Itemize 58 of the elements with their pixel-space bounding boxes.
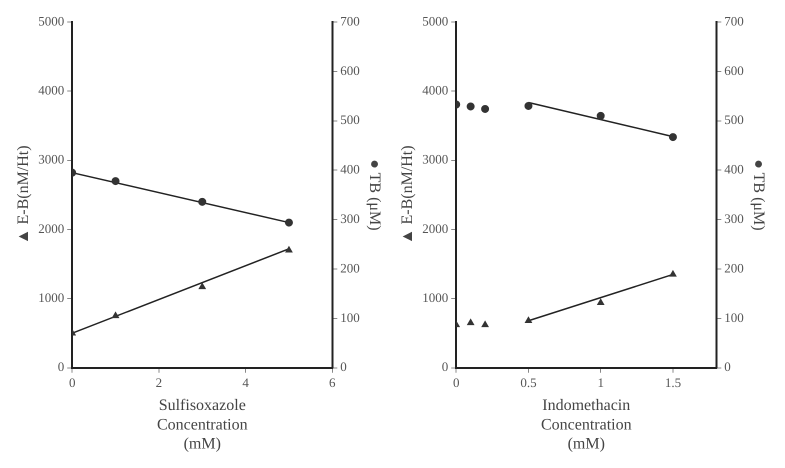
x-tick-label: 2 (156, 375, 162, 390)
point (596, 112, 605, 120)
y2-tick-label: 500 (724, 112, 744, 128)
y-tick-label: 4000 (422, 82, 448, 98)
y2-tick-label: 300 (724, 211, 744, 226)
point (524, 316, 532, 324)
y2-axis-title: ● TB (μM) (750, 159, 768, 231)
y-tick-label: 0 (58, 359, 64, 374)
x-tick-label: 1.5 (664, 375, 682, 390)
point (284, 218, 293, 227)
point (112, 312, 120, 318)
y-tick-label: 3000 (422, 152, 448, 167)
y2-tick-label: 300 (340, 211, 360, 226)
point (285, 246, 292, 252)
point (669, 270, 676, 277)
point (198, 282, 206, 290)
x-axis-title: Indomethacin Concentration (mM) (540, 397, 632, 453)
y-tick-label: 0 (442, 359, 448, 374)
y2-tick-label: 100 (340, 310, 360, 325)
y-tick-label: 5000 (422, 13, 448, 28)
x-tick-label: 0.5 (520, 375, 537, 390)
x-tick-label: 0 (68, 375, 76, 390)
point (482, 320, 489, 328)
point (481, 104, 490, 113)
y-tick-label: 2000 (38, 220, 64, 236)
y2-tick-label: 700 (340, 13, 360, 28)
y2-tick-label: 0 (724, 359, 731, 374)
y2-tick-label: 600 (724, 62, 744, 78)
x-axis-title: Sulfisoxazole Concentration (mM) (156, 397, 248, 453)
point (668, 133, 677, 142)
y2-axis-title: ● TB (μM) (366, 159, 384, 231)
point (467, 318, 474, 326)
x-tick-label: 0 (452, 375, 460, 390)
y-axis-title: ▲ E-B(nM/Ht) (398, 145, 416, 244)
x-tick-label: 1 (597, 375, 604, 390)
y2-tick-label: 400 (340, 162, 360, 177)
point (466, 102, 475, 110)
y-tick-label: 4000 (38, 82, 64, 98)
y2-tick-label: 700 (724, 13, 744, 28)
y-tick-label: 1000 (422, 290, 448, 306)
y2-tick-label: 500 (340, 112, 360, 128)
y2-tick-label: 100 (724, 310, 744, 325)
point (198, 198, 206, 206)
y-tick-label: 5000 (38, 13, 64, 28)
y-tick-label: 1000 (38, 290, 64, 306)
y2-tick-label: 600 (340, 62, 360, 78)
point (597, 298, 604, 306)
point (524, 102, 532, 110)
point (112, 177, 120, 186)
y2-tick-label: 200 (340, 260, 360, 276)
x-tick-label: 6 (329, 375, 336, 390)
y-axis-title: ▲ E-B(nM/Ht) (14, 145, 32, 244)
y2-tick-label: 400 (724, 162, 744, 177)
y-tick-label: 2000 (422, 220, 448, 236)
y2-tick-label: 0 (340, 359, 347, 374)
y2-tick-label: 200 (724, 260, 744, 276)
y-tick-label: 3000 (38, 152, 64, 167)
x-tick-label: 4 (242, 375, 250, 390)
